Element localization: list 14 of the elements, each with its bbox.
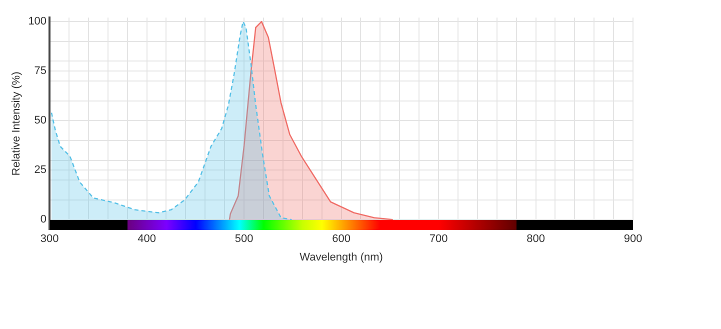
x-tick-label: 400 <box>138 233 156 246</box>
y-tick-label: 50 <box>34 114 47 127</box>
x-tick-label: 500 <box>234 233 254 246</box>
x-axis-title: Wavelength (nm) <box>300 251 383 264</box>
x-tick-label: 800 <box>526 233 545 246</box>
x-tick-label: 700 <box>429 233 448 246</box>
y-tick-label: 100 <box>28 16 47 28</box>
y-tick-label: 25 <box>34 164 47 176</box>
x-tick-label: 600 <box>332 233 350 246</box>
y-axis-title: Relative Intensity (%) <box>10 72 23 176</box>
x-tick-label: 900 <box>624 233 642 246</box>
x-tick-label: 300 <box>40 233 59 246</box>
y-tick-label: 75 <box>34 65 47 78</box>
y-tick-label: 0 <box>40 214 47 226</box>
